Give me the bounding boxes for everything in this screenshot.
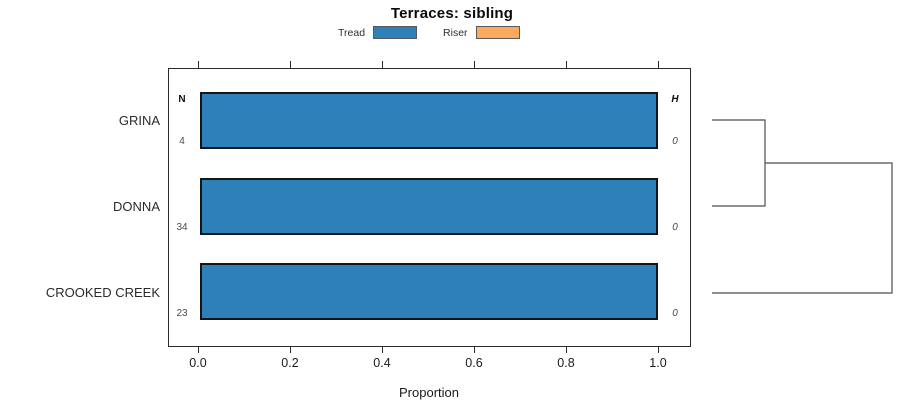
x-axis-tick (474, 346, 475, 353)
n-value: 4 (179, 136, 185, 147)
x-axis-tick-label: 0.2 (281, 356, 299, 370)
x-axis-tick-labels: 0.0 0.2 0.4 0.6 0.8 1.0 (168, 356, 690, 372)
n-value: 23 (176, 308, 188, 319)
x-axis-tick (198, 61, 199, 68)
bar-tread (200, 263, 658, 320)
x-axis-tick (382, 61, 383, 68)
x-axis-bottom-ticks (168, 346, 690, 353)
category-label-grina: GRINA (118, 113, 160, 128)
legend-label-riser: Riser (443, 26, 468, 39)
x-axis-tick (658, 346, 659, 353)
x-axis-tick-label: 0.8 (557, 356, 575, 370)
x-axis-tick-label: 0.4 (373, 356, 391, 370)
x-axis-tick (382, 346, 383, 353)
n-column-header: N (178, 94, 186, 105)
x-axis-tick-label: 0.0 (189, 356, 207, 370)
chart-title: Terraces: sibling (390, 5, 514, 22)
x-axis-top-ticks (168, 61, 690, 68)
legend-swatch-tread (373, 26, 418, 39)
h-value: 0 (672, 222, 678, 233)
category-label-donna: DONNA (113, 199, 160, 214)
x-axis-tick (290, 346, 291, 353)
x-axis-tick (474, 61, 475, 68)
dendrogram (712, 119, 893, 294)
x-axis-tick-label: 0.6 (465, 356, 483, 370)
category-label-crooked-creek: CROOKED CREEK (45, 285, 160, 300)
legend: Tread Riser (338, 26, 520, 39)
x-axis-title: Proportion (399, 385, 459, 400)
x-axis-tick (658, 61, 659, 68)
h-column-header: H (671, 94, 679, 105)
legend-swatch-riser (475, 26, 520, 39)
bar-tread (200, 178, 658, 235)
bar-tread (200, 92, 658, 149)
h-value: 0 (672, 308, 678, 319)
h-value: 0 (672, 136, 678, 147)
x-axis-tick (198, 346, 199, 353)
x-axis-tick-label: 1.0 (649, 356, 667, 370)
n-value: 34 (176, 222, 188, 233)
x-axis-tick (566, 346, 567, 353)
legend-label-tread: Tread (338, 26, 366, 39)
x-axis-tick (566, 61, 567, 68)
x-axis-tick (290, 61, 291, 68)
